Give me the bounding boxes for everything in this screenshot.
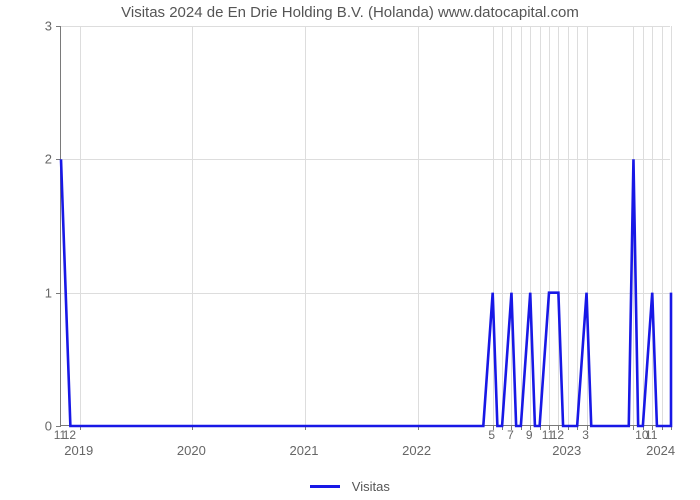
- chart-title: Visitas 2024 de En Drie Holding B.V. (Ho…: [0, 4, 700, 21]
- x-year-label: 2022: [402, 443, 431, 458]
- x-month-label: 12: [63, 428, 76, 442]
- legend-label: Visitas: [352, 479, 390, 494]
- x-month-label: 9: [526, 428, 533, 442]
- visits-line-chart: Visitas 2024 de En Drie Holding B.V. (Ho…: [0, 0, 700, 500]
- x-month-label: 3: [582, 428, 589, 442]
- plot-area: [60, 26, 670, 426]
- x-year-label: 2020: [177, 443, 206, 458]
- x-year-label: 2024: [646, 443, 675, 458]
- legend: Visitas: [0, 478, 700, 494]
- x-year-label: 2023: [552, 443, 581, 458]
- x-month-label: 12: [551, 428, 564, 442]
- x-month-label: 11: [645, 428, 657, 442]
- y-tick-mark: [56, 426, 61, 427]
- y-tick-label: 0: [12, 419, 52, 434]
- x-year-label: 2019: [64, 443, 93, 458]
- x-year-label: 2021: [290, 443, 319, 458]
- series-line: [61, 26, 671, 426]
- x-month-label: 5: [488, 428, 495, 442]
- y-tick-label: 1: [12, 285, 52, 300]
- x-month-label: 7: [507, 428, 514, 442]
- y-tick-label: 2: [12, 152, 52, 167]
- legend-swatch: [310, 485, 340, 488]
- y-tick-label: 3: [12, 19, 52, 34]
